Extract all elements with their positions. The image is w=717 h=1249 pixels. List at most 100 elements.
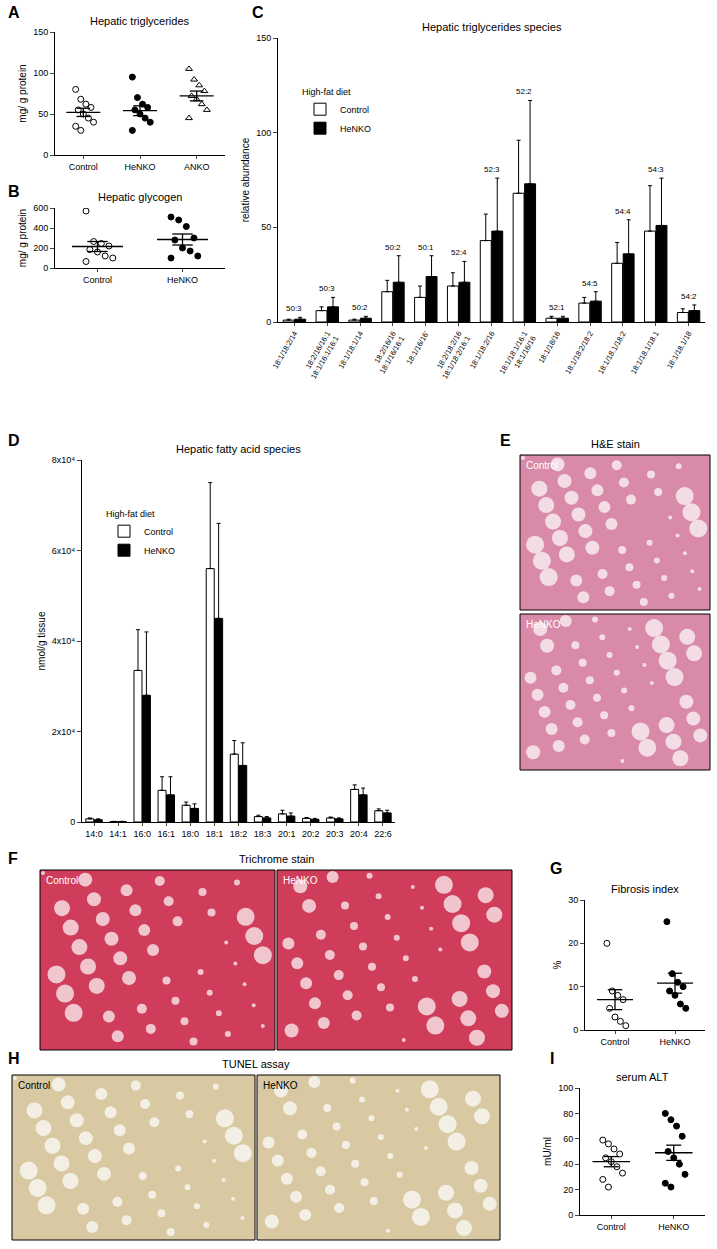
svg-text:Hepatic triglycerides: Hepatic triglycerides (90, 15, 190, 27)
svg-text:Control: Control (46, 875, 78, 886)
svg-text:4x10⁴: 4x10⁴ (52, 636, 76, 646)
svg-text:H&E stain: H&E stain (591, 438, 640, 450)
svg-text:52:1: 52:1 (549, 303, 565, 312)
svg-text:54:2: 54:2 (681, 292, 697, 301)
svg-text:18:1/18.1/18.1: 18:1/18.1/18.1 (629, 330, 661, 376)
svg-text:A: A (8, 4, 20, 21)
svg-text:Hepatic triglycerides species: Hepatic triglycerides species (422, 21, 562, 33)
svg-text:8x10⁴: 8x10⁴ (52, 455, 76, 465)
svg-text:HeNKO: HeNKO (283, 875, 318, 886)
svg-text:54:4: 54:4 (615, 207, 631, 216)
svg-text:18:1/18:2/16: 18:1/18:2/16 (468, 330, 497, 371)
svg-text:Hepatic fatty acid species: Hepatic fatty acid species (176, 443, 301, 455)
svg-text:C: C (252, 4, 264, 21)
svg-text:mg/ g protein: mg/ g protein (17, 64, 28, 122)
svg-text:HeNKO: HeNKO (167, 275, 198, 285)
svg-text:16:1: 16:1 (158, 829, 176, 839)
svg-text:50:1: 50:1 (418, 243, 434, 252)
svg-text:30: 30 (568, 895, 578, 905)
svg-text:HeNKO: HeNKO (124, 162, 155, 172)
svg-text:20:1: 20:1 (278, 829, 296, 839)
svg-text:0: 0 (70, 817, 75, 827)
svg-text:100: 100 (33, 68, 48, 78)
svg-text:TUNEL assay: TUNEL assay (222, 1058, 290, 1070)
svg-text:14:0: 14:0 (85, 829, 103, 839)
svg-text:F: F (8, 850, 18, 867)
svg-text:52:3: 52:3 (484, 165, 500, 174)
svg-text:50:3: 50:3 (286, 304, 302, 313)
svg-text:0: 0 (568, 1210, 573, 1220)
svg-text:I: I (550, 1050, 554, 1067)
svg-text:ANKO: ANKO (184, 162, 210, 172)
svg-text:150: 150 (33, 27, 48, 37)
svg-text:400: 400 (33, 223, 48, 233)
svg-text:50: 50 (261, 222, 271, 232)
svg-text:20:2: 20:2 (302, 829, 320, 839)
svg-text:%: % (552, 960, 563, 969)
svg-text:18:2: 18:2 (230, 829, 248, 839)
svg-text:150: 150 (256, 33, 271, 43)
svg-text:50: 50 (38, 109, 48, 119)
svg-text:54:5: 54:5 (582, 279, 598, 288)
svg-text:50:2: 50:2 (385, 243, 401, 252)
svg-text:18:1/16/16': 18:1/16/16' (405, 329, 432, 366)
svg-text:Trichrome stain: Trichrome stain (239, 853, 314, 865)
svg-text:40: 40 (563, 1159, 573, 1169)
svg-text:18:1/18.1/18:2: 18:1/18.1/18:2 (596, 330, 628, 376)
svg-text:80: 80 (563, 1109, 573, 1119)
svg-text:52:4: 52:4 (451, 248, 467, 257)
svg-text:HeNKO: HeNKO (526, 619, 561, 630)
svg-text:18:2/16/1618:1/16/16:1: 18:2/16/1618:1/16/16:1 (369, 330, 406, 376)
svg-text:Control: Control (18, 1080, 50, 1091)
svg-text:200: 200 (33, 243, 48, 253)
svg-text:High-fat diet: High-fat diet (302, 87, 351, 97)
svg-text:E: E (500, 432, 511, 449)
svg-text:Control: Control (340, 105, 369, 115)
svg-text:HeNKO: HeNKO (658, 1222, 689, 1232)
svg-text:H: H (8, 1050, 20, 1067)
svg-text:18:2/18:2/1618:1/18:2/16:1: 18:2/18:2/1618:1/18:2/16:1 (432, 330, 472, 381)
svg-text:18:2/16/16:118:1/16:1/16:1: 18:2/16/16:118:1/16:1/16:1 (300, 330, 340, 381)
svg-text:Control: Control (69, 162, 98, 172)
svg-text:50:2: 50:2 (352, 303, 368, 312)
svg-text:18:1/18/16: 18:1/18/16 (537, 330, 563, 365)
svg-text:22:6: 22:6 (374, 829, 392, 839)
svg-text:10: 10 (568, 982, 578, 992)
svg-text:18:1/18.1/18: 18:1/18.1/18 (665, 330, 694, 371)
svg-text:20: 20 (563, 1185, 573, 1195)
svg-text:14:1: 14:1 (109, 829, 127, 839)
svg-text:B: B (8, 183, 20, 200)
svg-text:2x10⁴: 2x10⁴ (52, 727, 76, 737)
svg-text:Control: Control (597, 1222, 626, 1232)
svg-text:100: 100 (558, 1083, 573, 1093)
svg-text:18:1/18:2/14: 18:1/18:2/14 (271, 330, 300, 371)
svg-text:HeNKO: HeNKO (263, 1080, 298, 1091)
svg-text:20: 20 (568, 938, 578, 948)
svg-text:serum ALT: serum ALT (616, 1071, 669, 1083)
svg-text:Control: Control (526, 460, 558, 471)
svg-text:relative abundance: relative abundance (240, 137, 251, 222)
svg-text:0: 0 (43, 150, 48, 160)
svg-text:nmol/g tissue: nmol/g tissue (36, 611, 47, 670)
svg-text:0: 0 (43, 263, 48, 273)
svg-text:54:3: 54:3 (648, 165, 664, 174)
svg-text:Control: Control (83, 275, 112, 285)
svg-text:6x10⁴: 6x10⁴ (52, 546, 76, 556)
svg-text:D: D (8, 432, 20, 449)
svg-text:Fibrosis index: Fibrosis index (611, 883, 679, 895)
svg-text:0: 0 (573, 1025, 578, 1035)
svg-text:18:0: 18:0 (182, 829, 200, 839)
svg-text:18:1: 18:1 (206, 829, 224, 839)
svg-text:16:0: 16:0 (133, 829, 151, 839)
svg-text:HeNKO: HeNKO (340, 124, 371, 134)
svg-text:Control: Control (144, 527, 173, 537)
svg-text:100: 100 (256, 128, 271, 138)
svg-text:20:4: 20:4 (350, 829, 368, 839)
svg-text:18:1/18:1/14: 18:1/18:1/14 (336, 330, 365, 371)
svg-text:18:1/18:1/16:118:1/16/16: 18:1/18:1/16:118:1/16/16 (498, 330, 538, 381)
svg-text:HeNKO: HeNKO (659, 1037, 690, 1047)
svg-text:mg/ g protein: mg/ g protein (17, 209, 28, 267)
svg-text:600: 600 (33, 203, 48, 213)
svg-text:Hepatic glycogen: Hepatic glycogen (98, 191, 182, 203)
svg-text:18:3: 18:3 (254, 829, 272, 839)
